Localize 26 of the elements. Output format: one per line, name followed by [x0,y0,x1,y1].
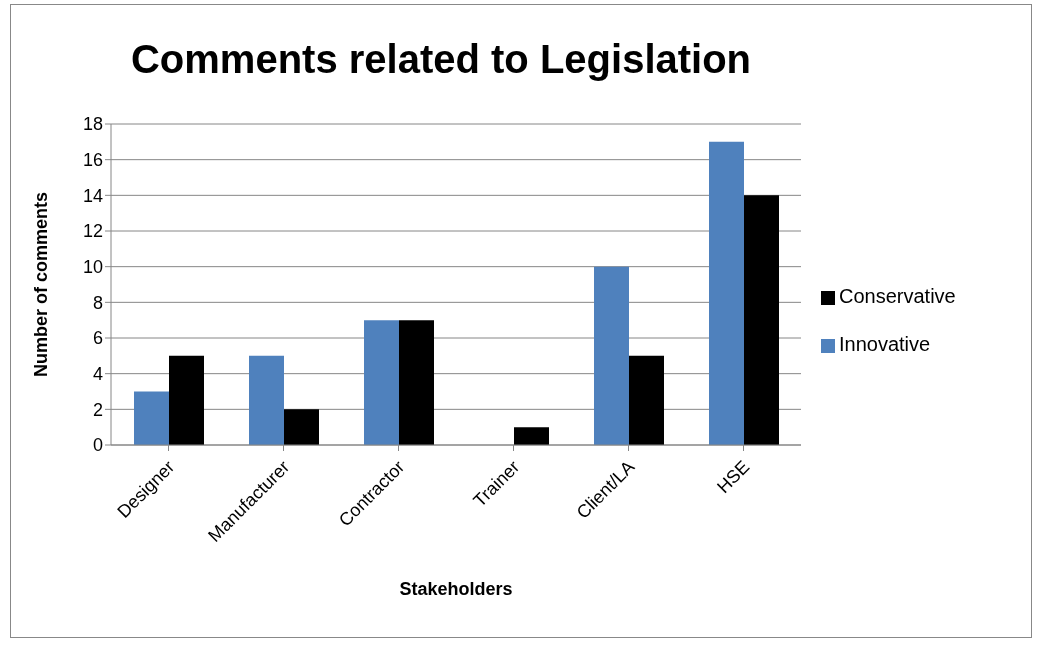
bar [284,409,319,445]
bar [629,355,664,445]
y-tick-label: 2 [92,399,103,420]
y-tick-label: 8 [92,292,103,313]
bar [594,266,629,445]
bar [399,320,434,445]
y-tick-label: 18 [82,114,103,135]
bar [514,427,549,445]
y-tick-label: 10 [82,257,103,278]
legend-label: Conservative [839,285,956,307]
bar [249,355,284,445]
y-tick-label: 4 [92,364,103,385]
chart-title: Comments related to Legislation [129,37,753,82]
bar [744,195,779,445]
y-tick-label: 16 [82,150,103,171]
legend-label: Innovative [839,333,931,355]
x-axis-title: Stakeholders [399,579,513,599]
y-tick-label: 14 [82,185,103,206]
y-tick-label: 6 [92,328,103,349]
y-tick-label: 0 [92,435,103,456]
bar [709,141,744,445]
y-tick-label: 12 [82,221,103,242]
y-axis-title: Number of comments [31,191,52,378]
bar [169,355,204,445]
bar [134,391,169,445]
bar [364,320,399,445]
